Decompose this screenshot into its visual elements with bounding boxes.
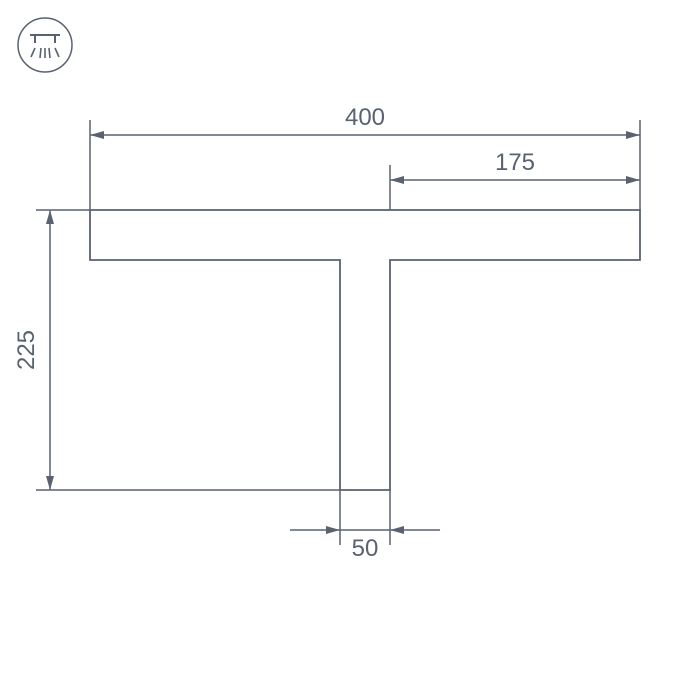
t-profile-outline [90,210,640,490]
arrowhead [46,210,54,224]
arrowhead [390,526,404,534]
dim-overall-width: 400 [345,104,385,131]
arrowhead [46,476,54,490]
arrowhead [626,176,640,184]
technical-drawing: 400 175 225 50 [0,0,700,700]
arrowhead [390,176,404,184]
mount-type-icon [18,18,72,72]
arrowhead [90,131,104,139]
arrowhead [626,131,640,139]
dim-right-width: 175 [495,149,535,176]
dim-stem-width: 50 [352,535,379,562]
dim-height: 225 [13,330,40,370]
arrowhead [326,526,340,534]
